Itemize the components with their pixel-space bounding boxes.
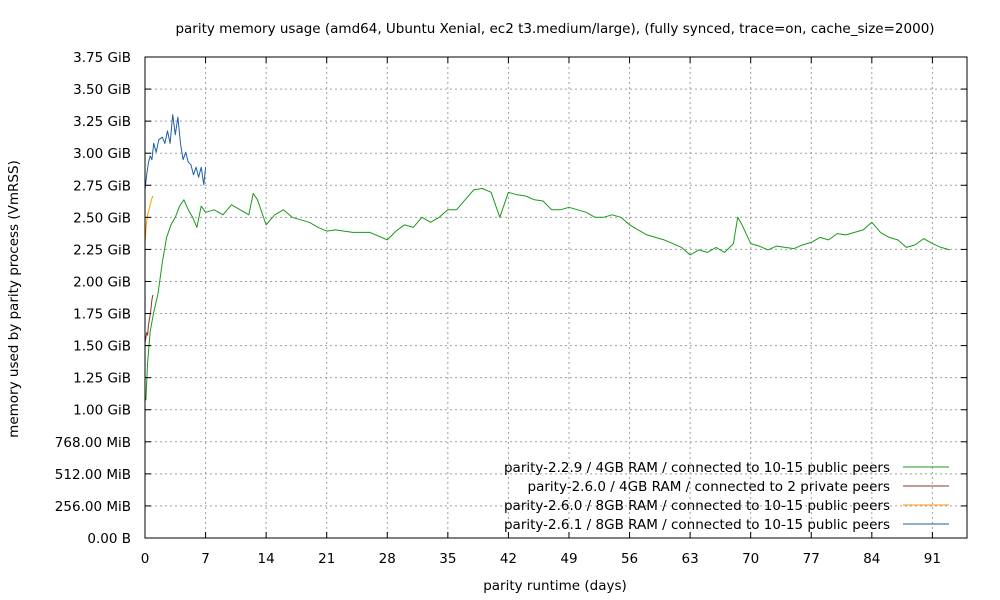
x-tick-label: 84 [863,551,880,567]
legend: parity-2.2.9 / 4GB RAM / connected to 10… [504,460,949,533]
legend-label: parity-2.6.1 / 8GB RAM / connected to 10… [504,517,890,533]
y-tick-label: 2.50 GiB [73,210,131,226]
plot-area [144,56,968,539]
x-tick-label: 21 [318,551,335,567]
legend-label: parity-2.6.0 / 4GB RAM / connected to 2 … [528,479,890,495]
y-tick-label: 3.75 GiB [73,50,131,66]
legend-label: parity-2.2.9 / 4GB RAM / connected to 10… [504,460,890,476]
x-tick-label: 42 [500,551,517,567]
x-tick-label: 91 [924,551,941,567]
chart-title: parity memory usage (amd64, Ubuntu Xenia… [175,21,934,37]
y-tick-label: 2.25 GiB [73,242,131,258]
y-tick-label: 3.50 GiB [73,82,131,98]
x-tick-label: 56 [621,551,638,567]
x-tick-label: 63 [682,551,699,567]
y-tick-label: 512.00 MiB [55,467,131,483]
y-tick-label: 1.00 GiB [73,403,131,419]
axes-ticks: 0.00 B 256.00 MiB 512.00 MiB 768.00 MiB 1.00… [55,50,967,567]
y-tick-label: 1.50 GiB [73,339,131,355]
x-tick-label: 35 [439,551,456,567]
y-tick-label: 256.00 MiB [55,499,131,515]
series-line-4 [144,114,207,190]
y-tick-label: 2.00 GiB [73,274,131,290]
y-tick-label: 3.00 GiB [73,146,131,162]
x-tick-label: 77 [803,551,820,567]
series-lines [144,114,950,401]
series-line-2 [144,294,154,343]
x-tick-label: 28 [379,551,396,567]
y-tick-label: 768.00 MiB [55,435,131,451]
x-tick-label: 49 [560,551,577,567]
series-line-3 [144,195,154,244]
y-tick-label: 1.25 GiB [73,371,131,387]
y-tick-label: 1.75 GiB [73,307,131,323]
series-line-1 [145,188,950,401]
legend-label: parity-2.6.0 / 8GB RAM / connected to 10… [504,498,890,514]
y-tick-label: 3.25 GiB [73,114,131,130]
x-tick-label: 70 [742,551,759,567]
y-axis-label: memory used by parity process (VmRSS) [6,160,22,438]
x-tick-label: 0 [141,551,150,567]
x-tick-label: 7 [201,551,210,567]
y-tick-label: 2.75 GiB [73,178,131,194]
y-tick-label: 0.00 B [87,531,131,547]
x-axis-label: parity runtime (days) [483,578,627,594]
x-tick-label: 14 [258,551,275,567]
grid [145,57,967,538]
